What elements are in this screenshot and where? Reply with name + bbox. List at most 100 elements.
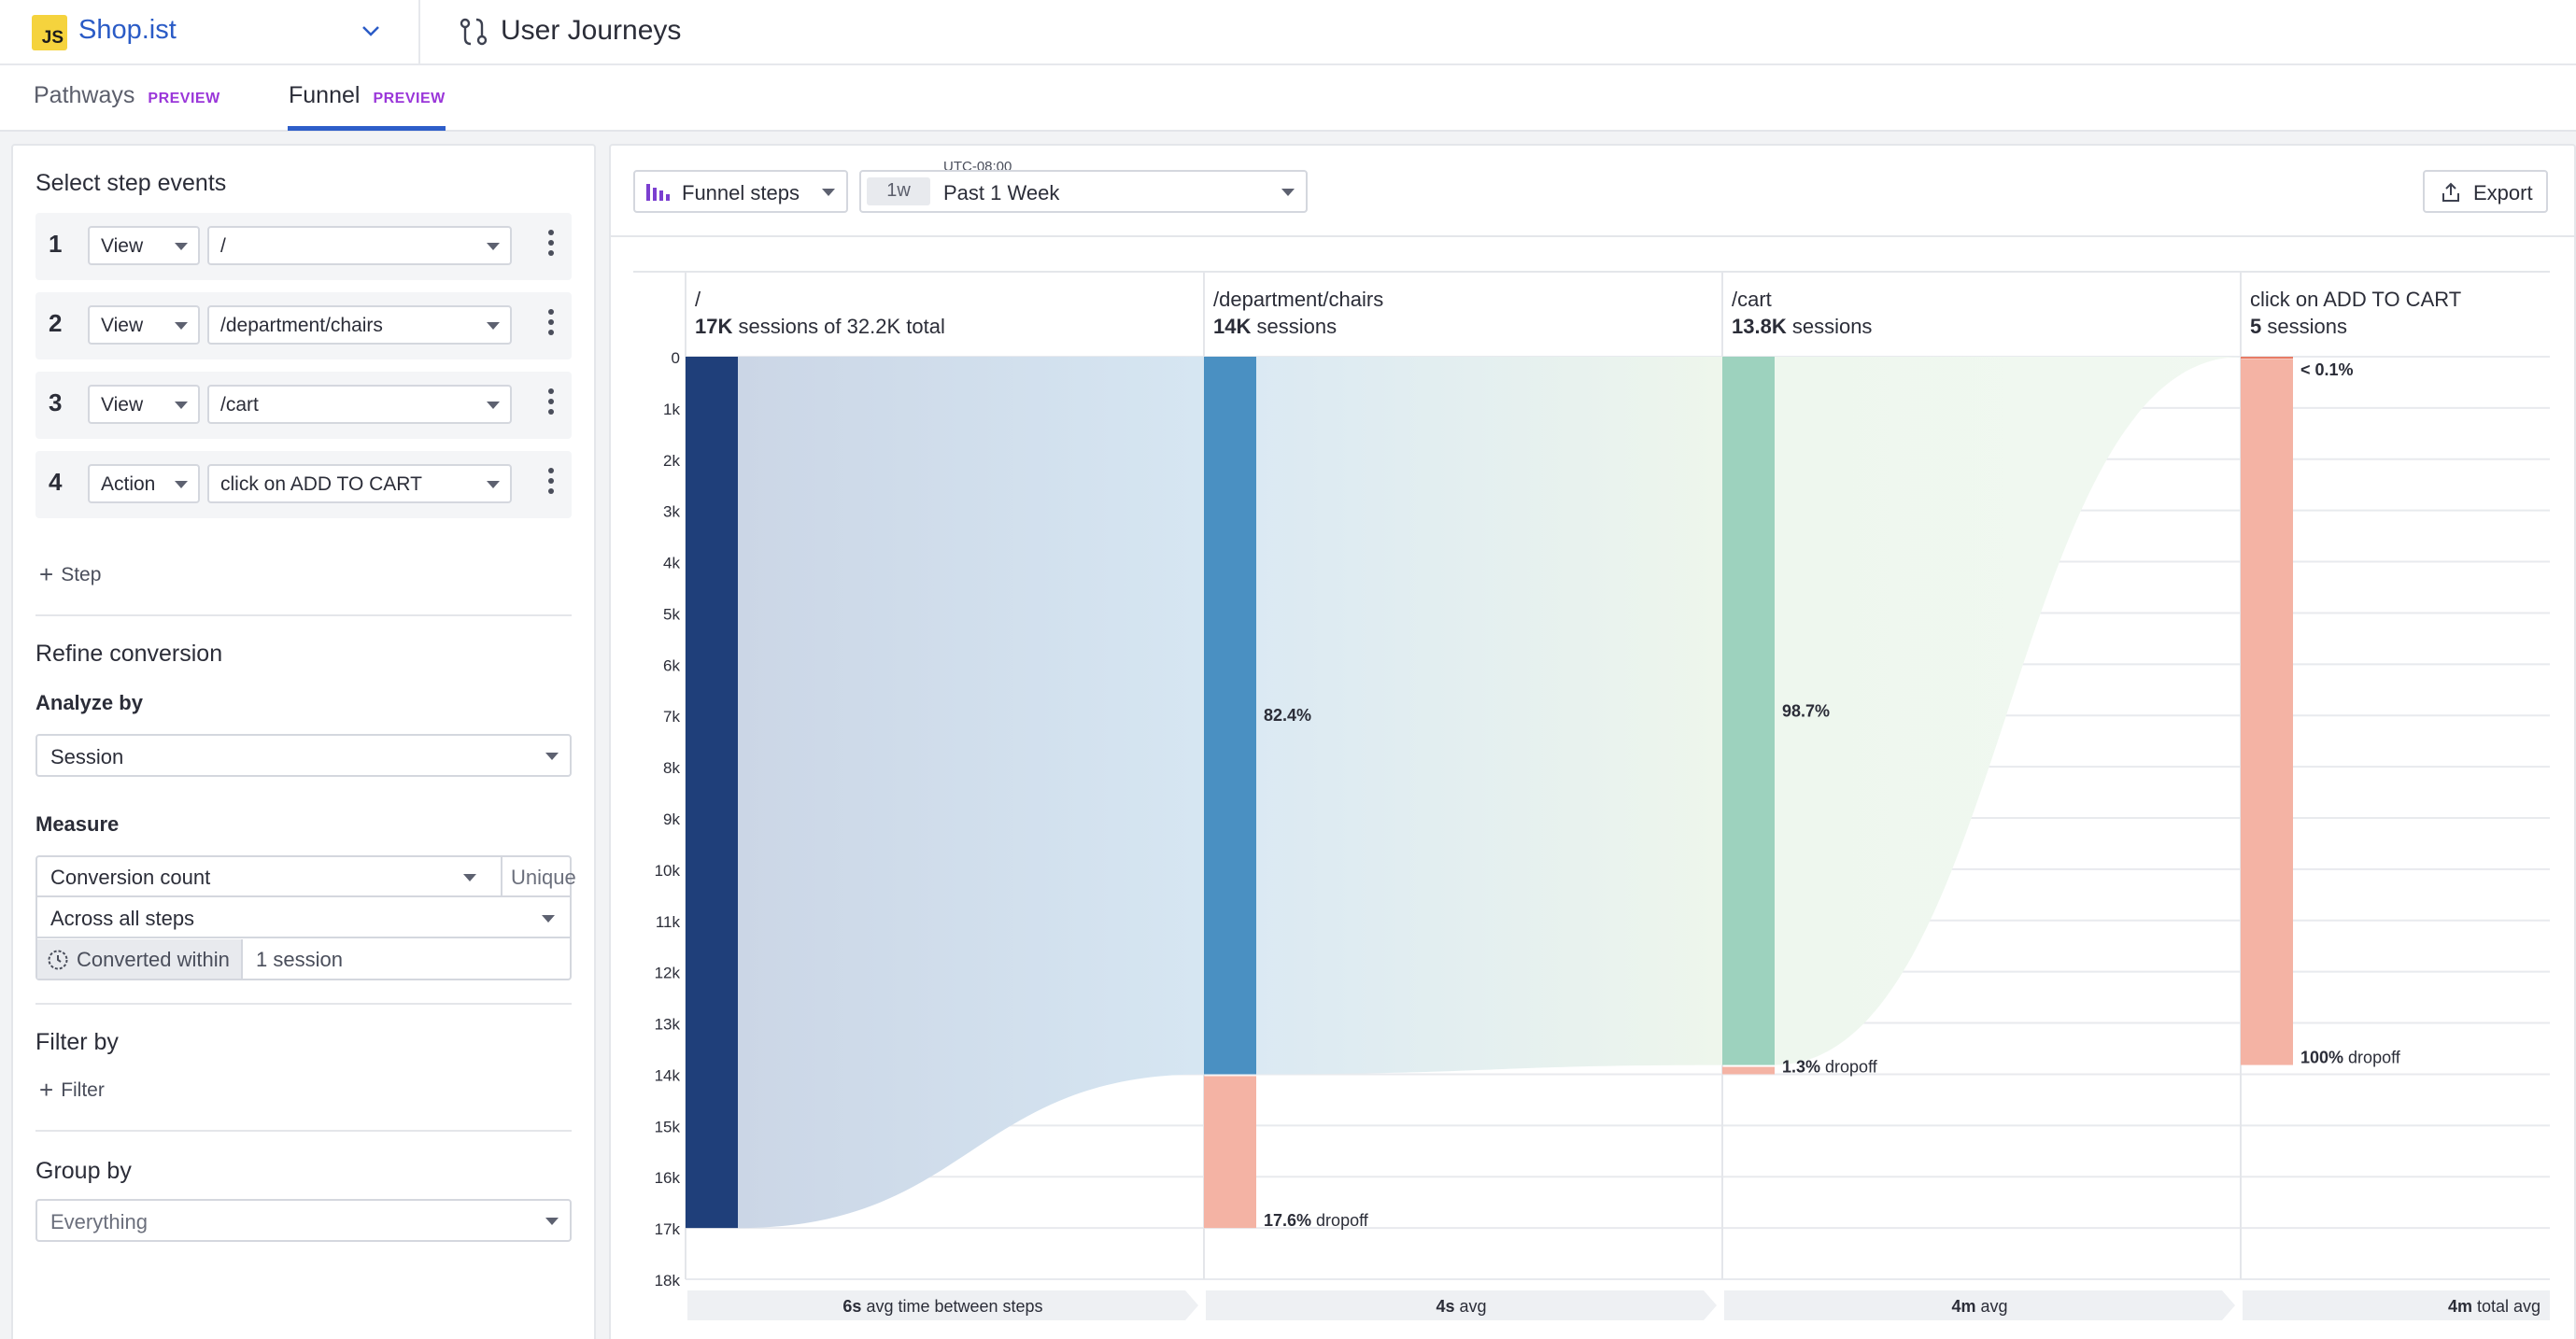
funnel-bars-icon — [646, 184, 670, 201]
analyze-by-select[interactable]: Session — [35, 734, 572, 777]
step-row: 3 View /cart — [35, 372, 572, 439]
funnel-flow — [738, 357, 1204, 1229]
divider — [35, 1130, 572, 1132]
dropoff-bar — [1722, 1066, 1775, 1075]
y-tick-label: 7k — [663, 708, 680, 726]
conversion-label: 98.7% — [1782, 701, 1830, 720]
app-switcher[interactable]: JS Shop.ist — [0, 0, 420, 63]
y-tick-label: 0 — [672, 349, 680, 367]
journeys-icon — [460, 18, 488, 46]
funnel-bar — [1204, 357, 1256, 1075]
funnel-chart-panel: Funnel steps UTC-08:00 1w Past 1 Week Ex… — [609, 144, 2576, 1339]
export-button[interactable]: Export — [2423, 170, 2548, 213]
unique-toggle[interactable]: Unique — [501, 857, 576, 897]
measure-group: Conversion count Unique Across all steps… — [35, 855, 576, 980]
chart-header-rule — [633, 271, 2550, 273]
funnel-config-panel: Select step events 1 View / 2 View /depa… — [11, 144, 596, 1339]
app-name[interactable]: Shop.ist — [78, 15, 177, 45]
step-header-name: click on ADD TO CART — [2250, 288, 2461, 311]
step-type-select[interactable]: View — [88, 305, 200, 345]
transition-label: 4m total avg — [2448, 1297, 2541, 1316]
y-tick-label: 11k — [656, 913, 681, 931]
conversion-label: 82.4% — [1264, 706, 1311, 725]
view-tabs: Pathways PREVIEW Funnel PREVIEW — [0, 65, 2576, 132]
step-type-select[interactable]: View — [88, 226, 200, 265]
time-range-select[interactable]: 1w Past 1 Week — [859, 170, 1308, 213]
dropoff-bar — [2241, 359, 2293, 1065]
funnel-bar — [1722, 357, 1775, 1065]
add-filter-button[interactable]: + Filter — [39, 1076, 105, 1104]
funnel-flow — [1256, 357, 1722, 1075]
dropoff-label: 17.6% dropoff — [1264, 1211, 1369, 1230]
transition-chevron — [1724, 1290, 2235, 1320]
y-tick-label: 17k — [655, 1220, 681, 1238]
more-options-icon[interactable] — [547, 230, 555, 263]
js-logo-icon: JS — [32, 15, 67, 50]
preview-badge: PREVIEW — [148, 91, 220, 106]
chevron-down-icon[interactable] — [359, 19, 383, 43]
y-tick-label: 4k — [663, 555, 680, 572]
refine-title: Refine conversion — [35, 641, 223, 667]
step-type-select[interactable]: View — [88, 385, 200, 424]
converted-within-label: Converted within — [37, 939, 243, 979]
step-event-select[interactable]: / — [207, 226, 512, 265]
step-header-name: /department/chairs — [1213, 288, 1383, 311]
step-event-select[interactable]: /cart — [207, 385, 512, 424]
funnel-flow — [1775, 357, 2241, 1065]
step-header-count: 5 sessions — [2250, 315, 2347, 338]
step-number: 4 — [49, 468, 63, 496]
active-tab-indicator — [288, 126, 446, 131]
y-tick-label: 12k — [655, 965, 681, 982]
converted-within-input[interactable]: 1 session — [256, 948, 343, 971]
step-header-count: 14K sessions — [1213, 315, 1337, 338]
step-event-select[interactable]: /department/chairs — [207, 305, 512, 345]
dropoff-label: 100% dropoff — [2300, 1049, 2401, 1067]
step-number: 2 — [49, 309, 63, 337]
tab-funnel[interactable]: Funnel PREVIEW — [289, 82, 446, 109]
funnel-bar — [2241, 357, 2293, 359]
logo-text: JS — [41, 28, 64, 48]
measure-select[interactable]: Conversion count Unique — [37, 857, 576, 897]
tab-pathways[interactable]: Pathways PREVIEW — [34, 82, 220, 109]
plus-icon: + — [39, 1076, 54, 1104]
y-tick-label: 2k — [663, 452, 680, 470]
y-tick-label: 1k — [663, 401, 680, 418]
step-type-select[interactable]: Action — [88, 464, 200, 503]
funnel-steps-select[interactable]: Funnel steps — [633, 170, 848, 213]
step-header-count: 17K sessions of 32.2K total — [695, 315, 945, 338]
tab-label: Pathways — [34, 82, 135, 108]
y-tick-label: 5k — [663, 605, 680, 623]
across-steps-select[interactable]: Across all steps — [37, 898, 570, 938]
more-options-icon[interactable] — [547, 468, 555, 501]
add-step-button[interactable]: + Step — [39, 560, 102, 588]
step-number: 3 — [49, 388, 63, 416]
divider — [611, 235, 2574, 237]
step-event-select[interactable]: click on ADD TO CART — [207, 464, 512, 503]
more-options-icon[interactable] — [547, 388, 555, 422]
filter-by-title: Filter by — [35, 1029, 119, 1055]
dropoff-label: 1.3% dropoff — [1782, 1057, 1878, 1076]
transition-chevron — [2243, 1290, 2550, 1320]
measure-label: Measure — [35, 812, 120, 836]
step-header-count: 13.8K sessions — [1732, 315, 1872, 338]
y-tick-label: 15k — [655, 1118, 681, 1135]
group-by-select[interactable]: Everything — [35, 1199, 572, 1242]
transition-label: 4m avg — [1951, 1297, 2007, 1316]
y-tick-label: 16k — [655, 1169, 681, 1187]
export-icon — [2442, 182, 2459, 202]
step-row: 2 View /department/chairs — [35, 292, 572, 359]
y-tick-label: 18k — [655, 1272, 681, 1290]
y-tick-label: 10k — [655, 862, 681, 880]
more-options-icon[interactable] — [547, 309, 555, 343]
range-chip: 1w — [867, 177, 930, 205]
group-by-title: Group by — [35, 1158, 132, 1184]
select-steps-title: Select step events — [35, 170, 227, 196]
step-number: 1 — [49, 230, 63, 258]
transition-chevron — [687, 1290, 1198, 1320]
step-row: 1 View / — [35, 213, 572, 280]
step-header-name: /cart — [1732, 288, 1772, 311]
tab-label: Funnel — [289, 82, 361, 108]
conversion-label: < 0.1% — [2300, 360, 2354, 379]
funnel-chart: 0 1k 2k 3k 4k 5k 6k 7k 8k 9k 10k 11k 12k 13k 14k 15k 16k… — [633, 271, 2550, 1320]
y-tick-label: 9k — [663, 810, 680, 828]
